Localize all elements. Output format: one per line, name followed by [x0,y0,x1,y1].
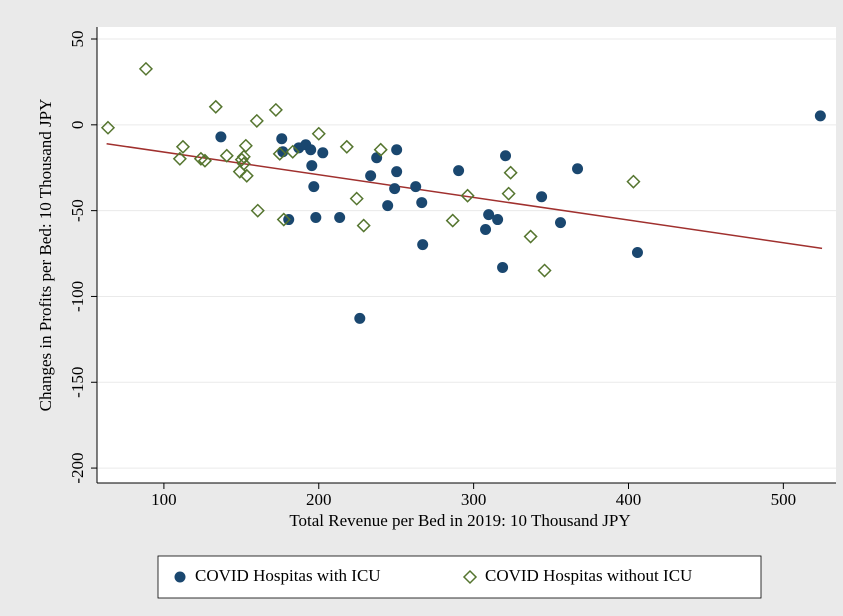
y-tick-label: 0 [68,121,87,130]
point [537,263,552,278]
point [631,247,643,259]
point [100,120,116,135]
point [310,212,322,224]
point [250,203,265,218]
point [193,151,208,166]
y-tick-label: -150 [68,367,87,398]
legend-marker [174,571,186,583]
point [354,312,366,324]
point [365,170,377,182]
point [236,149,251,164]
point [306,160,318,172]
point [480,224,492,236]
point [501,186,516,201]
y-tick-label: 50 [68,31,87,48]
point [523,229,538,244]
y-tick-label: -100 [68,281,87,312]
point [175,139,191,154]
point [276,133,288,145]
point [555,217,567,229]
point [238,138,253,153]
point [371,152,383,164]
point [272,146,287,161]
x-tick-label: 100 [151,490,177,509]
point [572,163,584,175]
y-axis-title: Changes in Profits per Bed: 10 Thousand … [36,99,55,412]
legend-marker [462,569,478,585]
point [276,212,291,227]
point [416,197,428,209]
point [373,142,388,157]
point [339,139,354,154]
point [172,151,187,166]
point [239,168,254,183]
point [334,212,346,224]
point [215,131,227,143]
point [389,183,401,195]
point [305,144,317,156]
x-tick-label: 300 [461,490,487,509]
point [500,150,512,162]
point [349,191,364,206]
point [208,99,223,114]
point [311,126,326,141]
y-tick-label: -50 [68,199,87,222]
x-axis-title: Total Revenue per Bed in 2019: 10 Thousa… [289,511,630,530]
point [391,166,403,178]
point [219,148,234,163]
x-tick-label: 500 [771,490,797,509]
point [317,147,329,159]
point [460,188,475,203]
point [391,144,403,156]
point [382,200,394,212]
point [268,102,283,117]
y-tick-label: -200 [68,452,87,483]
point [308,181,320,193]
point [356,218,371,233]
point [445,213,460,228]
point [626,174,641,189]
legend [157,555,762,599]
point [249,113,264,128]
point [492,214,504,226]
point [453,165,465,177]
legend-label: COVID Hospitas with ICU [195,566,381,585]
point [417,239,429,251]
point [483,209,495,221]
point [814,110,826,122]
legend-label: COVID Hospitas without ICU [485,566,692,585]
point [497,261,509,273]
point [138,61,153,76]
point [503,165,518,180]
point [410,181,422,193]
point [285,144,300,159]
x-tick-label: 400 [616,490,642,509]
point [536,191,548,203]
plot-area [97,27,836,483]
point [197,153,212,168]
point [236,156,251,171]
x-tick-label: 200 [306,490,332,509]
